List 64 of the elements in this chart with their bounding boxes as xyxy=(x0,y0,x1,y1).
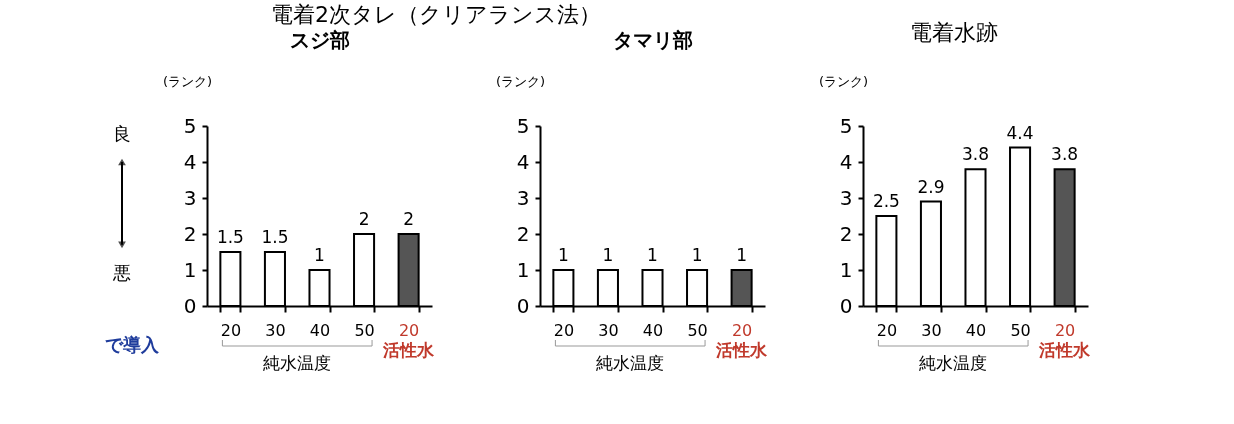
y-tick-label: 3 xyxy=(839,185,853,210)
y-tick-label: 2 xyxy=(516,221,530,246)
y-tick-label: 5 xyxy=(516,113,530,138)
y-tick-label: 4 xyxy=(183,149,197,174)
y-tick-label: 4 xyxy=(839,149,853,174)
x-tick-label: 40 xyxy=(965,320,987,340)
y-tick-label: 3 xyxy=(183,185,197,210)
chart-subtitle: タマリ部 xyxy=(612,28,693,52)
x-tick-label: 30 xyxy=(921,320,942,340)
x-tick-label: 50 xyxy=(1010,320,1031,340)
text: 活性水 xyxy=(1038,340,1092,360)
data-label: 1 xyxy=(314,245,325,265)
x-tick-label: 30 xyxy=(598,320,619,340)
data-label: 4.4 xyxy=(1006,122,1034,143)
text: 良 xyxy=(113,123,131,144)
data-label: 2.5 xyxy=(872,191,900,211)
data-label: 1 xyxy=(557,245,569,265)
text: 悪 xyxy=(112,261,131,283)
text: 純水温度 xyxy=(263,353,332,373)
data-label: 1 xyxy=(736,245,748,265)
chart-title: 電着水跡 xyxy=(910,20,999,45)
y-tick-label: 0 xyxy=(516,293,530,318)
y-axis-title: (ランク) xyxy=(162,73,213,89)
data-label: 1 xyxy=(647,245,658,265)
y-tick-label: 3 xyxy=(516,185,530,210)
data-label: 1 xyxy=(691,245,703,265)
y-tick-label: 2 xyxy=(183,221,197,246)
x-tick-label: 20 xyxy=(731,320,753,340)
x-tick-label: 40 xyxy=(642,320,664,340)
y-tick-label: 0 xyxy=(839,293,853,318)
y-axis-title: (ランク) xyxy=(495,73,546,89)
chart-title: 電着2次タレ（クリアランス法） xyxy=(271,2,602,27)
data-label: 1.5 xyxy=(261,227,289,247)
data-label: 3.8 xyxy=(961,144,990,165)
x-tick-label: 30 xyxy=(265,320,286,340)
data-label: 1 xyxy=(602,245,614,265)
data-label: 3.8 xyxy=(1051,144,1079,165)
y-tick-label: 5 xyxy=(183,113,197,138)
data-label: 1.5 xyxy=(216,227,244,247)
data-label: 2 xyxy=(358,209,370,229)
x-tick-label: 20 xyxy=(1054,320,1076,340)
y-tick-label: 2 xyxy=(839,221,853,246)
text: 活性水 xyxy=(715,340,769,360)
x-tick-label: 20 xyxy=(553,320,575,340)
x-tick-label: 40 xyxy=(309,320,331,340)
x-tick-label: 20 xyxy=(398,320,420,340)
y-tick-label: 1 xyxy=(839,257,853,282)
y-tick-label: 5 xyxy=(839,113,853,138)
y-axis-title: (ランク) xyxy=(818,73,869,89)
x-tick-label: 20 xyxy=(220,320,242,340)
y-tick-label: 4 xyxy=(516,149,530,174)
y-tick-label: 0 xyxy=(183,293,197,318)
data-label: 2 xyxy=(403,209,415,229)
y-tick-label: 1 xyxy=(183,257,197,282)
y-tick-label: 1 xyxy=(516,257,530,282)
text: 純水温度 xyxy=(919,353,988,373)
text: で導入 xyxy=(105,334,160,355)
data-label: 2.9 xyxy=(917,176,945,197)
x-tick-label: 50 xyxy=(687,320,708,340)
x-tick-label: 50 xyxy=(354,320,375,340)
chart-subtitle: スジ部 xyxy=(289,28,350,52)
x-tick-label: 20 xyxy=(876,320,898,340)
text: 純水温度 xyxy=(596,353,665,373)
text: 活性水 xyxy=(382,340,436,360)
